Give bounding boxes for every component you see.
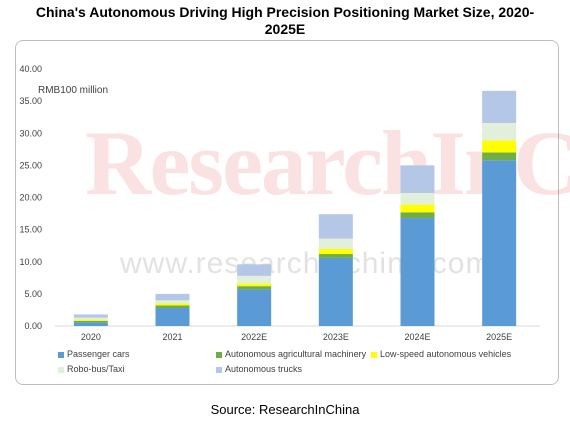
bar-segment (400, 218, 435, 326)
y-tick-label: 10.00 (19, 257, 42, 267)
bar-segment (73, 319, 108, 321)
x-tick-label: 2023E (323, 332, 349, 342)
bar-segment (155, 303, 190, 306)
bar-segment (237, 289, 272, 326)
y-tick-label: 20.00 (19, 193, 42, 203)
bar-segment (155, 300, 190, 304)
chart-title: China's Autonomous Driving High Precisio… (0, 4, 570, 38)
legend-label: Robo-bus/Taxi (67, 364, 125, 374)
chart-title-line1: China's Autonomous Driving High Precisio… (35, 4, 535, 20)
x-tick-label: 2022E (241, 332, 267, 342)
legend-swatch (216, 366, 222, 373)
bar-segment (318, 238, 353, 249)
legend-label: Autonomous agricultural machinery (225, 349, 367, 359)
legend-item: Autonomous trucks (216, 364, 302, 374)
legend-swatch (58, 366, 64, 373)
bar-segment (318, 254, 353, 258)
bar-segment (73, 322, 108, 326)
bar-segment (155, 293, 190, 301)
bar-segment (400, 165, 435, 194)
bar-segment (318, 257, 353, 326)
legend-swatch (371, 351, 377, 358)
x-tick-label: 2020 (81, 332, 101, 342)
bar-segment (237, 283, 272, 287)
y-tick-label: 25.00 (19, 160, 42, 170)
bar-segment (73, 317, 108, 320)
y-tick-label: 0.00 (24, 321, 42, 331)
y-tick-label: 35.00 (19, 96, 42, 106)
bar-segment (318, 214, 353, 239)
bar-segment (73, 320, 108, 323)
bar-segment (237, 286, 272, 290)
legend-item: Low-speed autonomous vehicles (371, 349, 511, 359)
legend-item: Autonomous agricultural machinery (216, 349, 366, 359)
y-tick-label: 15.00 (19, 225, 42, 235)
bar-segment (400, 193, 435, 205)
chart-frame: RMB100 million (15, 40, 559, 385)
bar-segment (155, 305, 190, 309)
legend-item: Robo-bus/Taxi (58, 364, 125, 374)
y-tick-label: 5.00 (24, 289, 42, 299)
legend-label: Passenger cars (67, 349, 130, 359)
legend-label: Autonomous trucks (225, 364, 303, 374)
bar-segment (237, 264, 272, 276)
source-note: Source: ResearchInChina (210, 402, 360, 417)
y-axis-unit-label: RMB100 million (38, 85, 109, 96)
bar-segment (73, 314, 108, 318)
y-tick-label: 40.00 (19, 64, 42, 74)
bar-segment (400, 204, 435, 213)
x-tick-label: 2025E (486, 332, 512, 342)
bar-segment (400, 212, 435, 219)
y-tick-label: 30.00 (19, 128, 42, 138)
bar-segment (482, 122, 517, 141)
x-tick-label: 2024E (404, 332, 430, 342)
bar-segment (318, 248, 353, 255)
legend-swatch (216, 351, 222, 358)
bar-segment (237, 275, 272, 284)
chart-title-line2: 2025E (264, 21, 306, 37)
legend-item: Passenger cars (58, 349, 130, 359)
bar-segment (482, 90, 517, 123)
bar-segment (155, 308, 190, 326)
legend-label: Low-speed autonomous vehicles (380, 349, 512, 359)
x-tick-label: 2021 (162, 332, 182, 342)
bar-segment (482, 152, 517, 161)
bar-segment (482, 160, 517, 326)
bar-segment (482, 140, 517, 153)
legend-swatch (58, 351, 64, 358)
